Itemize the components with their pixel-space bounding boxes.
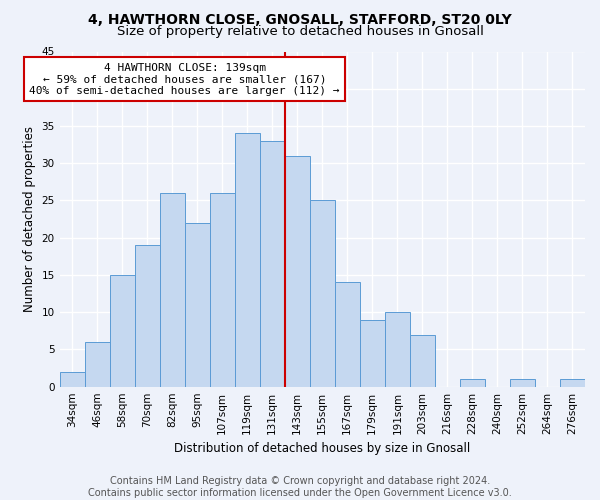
Bar	[310, 200, 335, 386]
Bar	[209, 193, 235, 386]
Bar	[410, 334, 435, 386]
Bar	[260, 141, 285, 386]
Bar	[560, 379, 585, 386]
Bar	[235, 134, 260, 386]
Text: Contains HM Land Registry data © Crown copyright and database right 2024.
Contai: Contains HM Land Registry data © Crown c…	[88, 476, 512, 498]
Bar	[460, 379, 485, 386]
Text: 4 HAWTHORN CLOSE: 139sqm
← 59% of detached houses are smaller (167)
40% of semi-: 4 HAWTHORN CLOSE: 139sqm ← 59% of detach…	[29, 62, 340, 96]
Bar	[510, 379, 535, 386]
Y-axis label: Number of detached properties: Number of detached properties	[23, 126, 36, 312]
Bar	[385, 312, 410, 386]
Bar	[160, 193, 185, 386]
Bar	[285, 156, 310, 386]
Bar	[185, 223, 209, 386]
Text: Size of property relative to detached houses in Gnosall: Size of property relative to detached ho…	[116, 25, 484, 38]
Bar	[134, 245, 160, 386]
Text: 4, HAWTHORN CLOSE, GNOSALL, STAFFORD, ST20 0LY: 4, HAWTHORN CLOSE, GNOSALL, STAFFORD, ST…	[88, 12, 512, 26]
Bar	[360, 320, 385, 386]
Bar	[85, 342, 110, 386]
Bar	[335, 282, 360, 387]
Bar	[110, 275, 134, 386]
X-axis label: Distribution of detached houses by size in Gnosall: Distribution of detached houses by size …	[174, 442, 470, 455]
Bar	[59, 372, 85, 386]
